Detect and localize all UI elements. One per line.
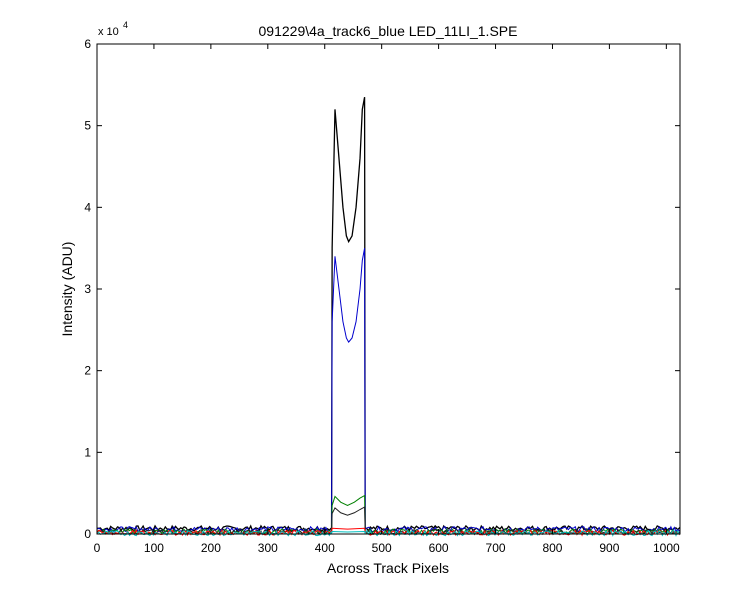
chart-title: 091229\4a_track6_blue LED_11LI_1.SPE xyxy=(259,23,518,39)
x-tick-label: 400 xyxy=(315,541,335,555)
y-axis-label: Intensity (ADU) xyxy=(59,242,75,337)
y-multiplier-label: x 10 xyxy=(98,26,119,38)
y-tick-label: 1 xyxy=(84,445,91,459)
y-tick-label: 4 xyxy=(84,200,91,214)
x-axis-label: Across Track Pixels xyxy=(327,560,449,576)
x-tick-label: 800 xyxy=(542,541,562,555)
x-tick-label: 700 xyxy=(486,541,506,555)
x-tick-label: 0 xyxy=(94,541,101,555)
x-tick-label: 900 xyxy=(599,541,619,555)
x-tick-label: 500 xyxy=(372,541,392,555)
plot-area xyxy=(97,44,680,534)
y-tick-label: 2 xyxy=(84,364,91,378)
y-multiplier-exponent: 4 xyxy=(123,20,128,30)
y-tick-label: 6 xyxy=(84,37,91,51)
x-tick-label: 1000 xyxy=(653,541,680,555)
x-tick-label: 600 xyxy=(429,541,449,555)
x-tick-label: 300 xyxy=(258,541,278,555)
y-tick-label: 3 xyxy=(84,282,91,296)
x-tick-label: 100 xyxy=(144,541,164,555)
tick-layer: 0 100 200 300 400 500 600 700 800 900 1000 0 1 2 3 4 5 6 xyxy=(84,37,680,555)
plot-frame xyxy=(96,43,681,535)
y-tick-label: 0 xyxy=(84,527,91,541)
x-tick-label: 200 xyxy=(201,541,221,555)
y-tick-label: 5 xyxy=(84,119,91,133)
